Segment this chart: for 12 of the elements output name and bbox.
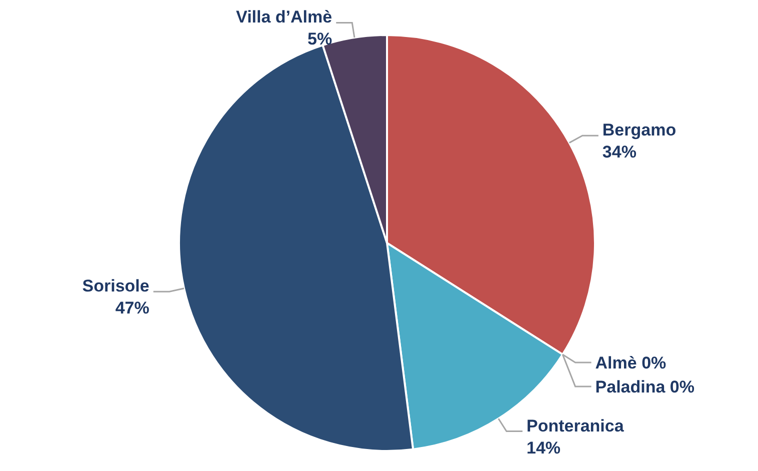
slice-label: Sorisole xyxy=(82,276,150,296)
data-label: 5% xyxy=(308,30,332,49)
data-label: 47% xyxy=(115,298,150,318)
slice-label: Ponteranica xyxy=(526,416,624,436)
slice-label: Bergamo xyxy=(602,120,676,140)
legend-label: Almè xyxy=(595,353,637,372)
category-label: Paladina xyxy=(595,377,666,396)
data-label: 14% xyxy=(526,438,561,458)
slice-label: Villa d’Almè xyxy=(236,8,332,27)
text: 0% xyxy=(670,377,695,396)
text: 0% xyxy=(642,353,666,372)
data-label: 34% xyxy=(602,142,636,162)
